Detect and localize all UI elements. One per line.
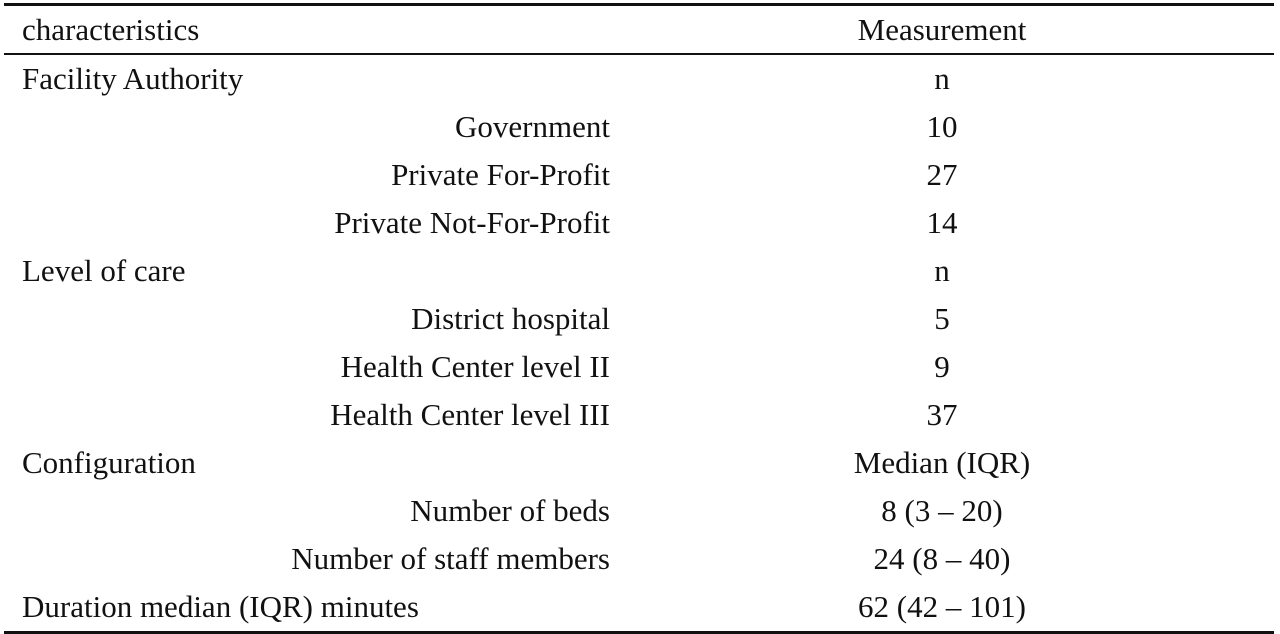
table-row: Number of staff members 24 (8 – 40) xyxy=(4,535,1274,583)
row-value: 5 xyxy=(934,300,950,336)
row-label: Government xyxy=(455,108,610,144)
table-row: Health Center level II 9 xyxy=(4,343,1274,391)
row-label: Health Center level III xyxy=(330,396,610,432)
header-measurement: Measurement xyxy=(857,12,1027,47)
row-label: Configuration xyxy=(22,444,196,480)
table-row: Configuration Median (IQR) xyxy=(4,439,1274,487)
row-value: 10 xyxy=(926,108,958,144)
row-value: 37 xyxy=(926,396,958,432)
row-label: Number of beds xyxy=(410,492,610,528)
row-label: Number of staff members xyxy=(291,540,610,576)
table-row: Private For-Profit 27 xyxy=(4,151,1274,199)
table: characteristics Measurement xyxy=(4,6,1274,53)
row-label: Facility Authority xyxy=(22,60,244,96)
table-row: Number of beds 8 (3 – 20) xyxy=(4,487,1274,535)
table-body: Facility Authority n Government 10 Priva… xyxy=(4,55,1274,631)
row-value: 9 xyxy=(934,348,950,384)
row-label: Duration median (IQR) minutes xyxy=(22,588,419,624)
row-label: Private Not-For-Profit xyxy=(334,204,610,240)
table-header-row: characteristics Measurement xyxy=(4,6,1274,53)
table-row: Level of care n xyxy=(4,247,1274,295)
row-value: 27 xyxy=(926,156,958,192)
table-row: Government 10 xyxy=(4,103,1274,151)
row-label: Level of care xyxy=(22,252,186,288)
table-top-rule xyxy=(4,3,1274,6)
row-value: Median (IQR) xyxy=(853,444,1031,480)
table-row: Health Center level III 37 xyxy=(4,391,1274,439)
row-value: n xyxy=(934,60,950,96)
table-header-rule xyxy=(4,53,1274,55)
table-row: Duration median (IQR) minutes 62 (42 – 1… xyxy=(4,583,1274,631)
row-label: Private For-Profit xyxy=(391,156,610,192)
row-value: 8 (3 – 20) xyxy=(881,492,1003,528)
table-row: District hospital 5 xyxy=(4,295,1274,343)
table-bottom-rule xyxy=(4,630,1274,634)
table-row: Private Not-For-Profit 14 xyxy=(4,199,1274,247)
row-label: District hospital xyxy=(411,300,610,336)
header-characteristics: characteristics xyxy=(22,12,200,47)
row-value: 24 (8 – 40) xyxy=(873,540,1011,576)
row-value: 62 (42 – 101) xyxy=(858,588,1026,624)
characteristics-table: characteristics Measurement Facility Aut… xyxy=(4,3,1274,634)
table-row: Facility Authority n xyxy=(4,55,1274,103)
row-value: 14 xyxy=(926,204,958,240)
row-value: n xyxy=(934,252,950,288)
row-label: Health Center level II xyxy=(340,348,610,384)
